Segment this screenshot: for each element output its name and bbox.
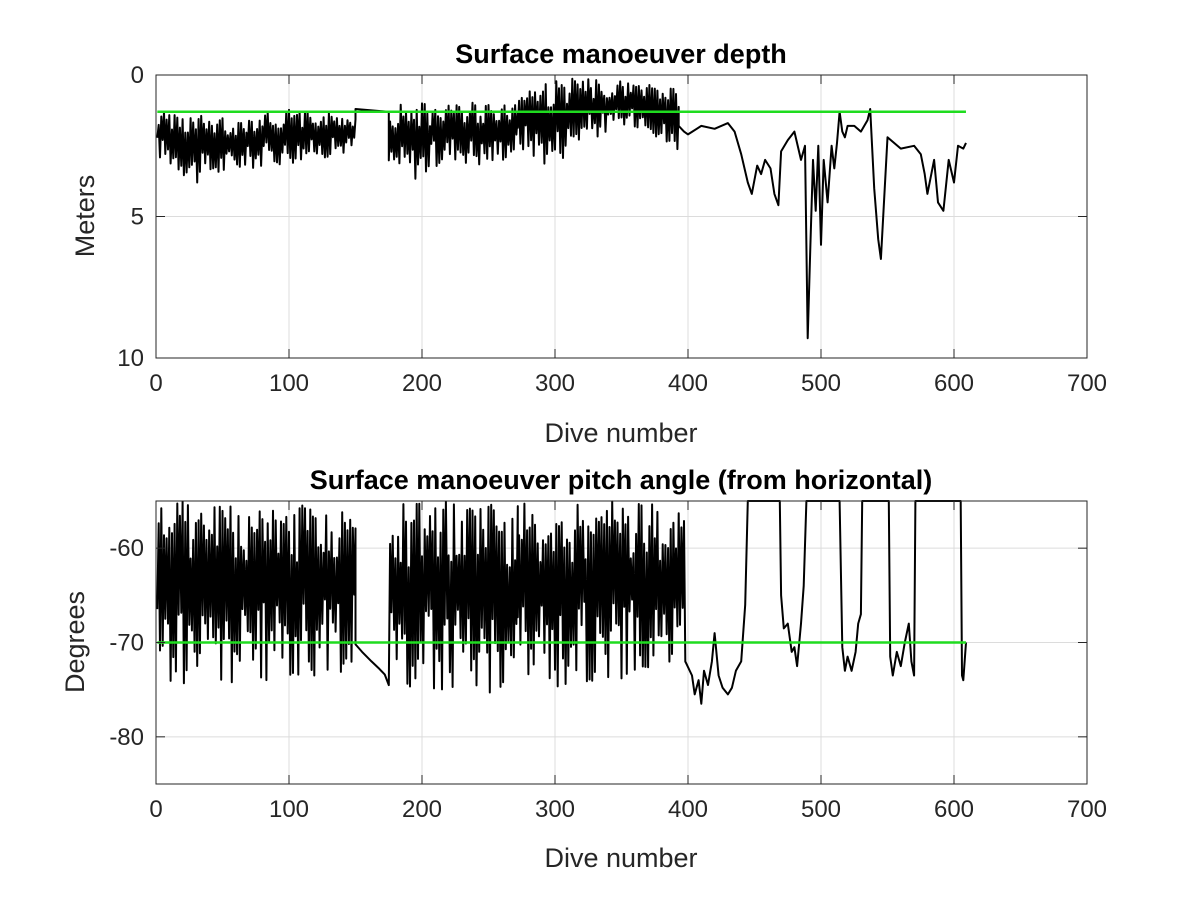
depth-y-axis-label: Meters — [70, 175, 100, 258]
depth-series — [156, 77, 967, 340]
depth-chart-title: Surface manoeuver depth — [455, 39, 787, 69]
pitch-x-tick-label: 500 — [801, 796, 841, 823]
pitch-x-tick-label: 700 — [1067, 796, 1107, 823]
pitch-x-tick-label: 600 — [934, 796, 974, 823]
pitch-x-tick-label: 0 — [149, 796, 162, 823]
depth-chart: Surface manoeuver depth 0 100 200 300 400 500… — [70, 39, 1107, 448]
pitch-chart-title: Surface manoeuver pitch angle (from hori… — [310, 465, 933, 495]
depth-x-tick-label: 600 — [934, 370, 974, 397]
depth-x-axis-label: Dive number — [544, 418, 697, 448]
pitch-y-tick-label: -60 — [109, 535, 144, 562]
depth-x-tick-label: 100 — [269, 370, 309, 397]
depth-x-tick-label: 300 — [535, 370, 575, 397]
depth-x-tick-label: 700 — [1067, 370, 1107, 397]
pitch-y-tick-label: -70 — [109, 630, 144, 657]
pitch-x-tick-label: 200 — [402, 796, 442, 823]
pitch-ticks: 0 100 200 300 400 500 600 700 -60 -70 -80 — [109, 501, 1107, 823]
pitch-chart: Surface manoeuver pitch angle (from hori… — [60, 465, 1107, 873]
depth-ticks: 0 100 200 300 400 500 600 700 0 5 10 — [117, 62, 1107, 397]
depth-x-tick-label: 0 — [149, 370, 162, 397]
pitch-data-line — [156, 500, 967, 705]
pitch-series — [156, 500, 967, 705]
pitch-x-tick-label: 300 — [535, 796, 575, 823]
pitch-x-tick-label: 100 — [269, 796, 309, 823]
pitch-x-tick-label: 400 — [668, 796, 708, 823]
pitch-y-axis-label: Degrees — [60, 591, 90, 693]
depth-y-tick-label: 0 — [131, 62, 144, 89]
depth-x-tick-label: 400 — [668, 370, 708, 397]
depth-y-tick-label: 5 — [131, 204, 144, 231]
depth-x-tick-label: 200 — [402, 370, 442, 397]
depth-y-tick-label: 10 — [117, 345, 144, 372]
pitch-y-tick-label: -80 — [109, 724, 144, 751]
depth-x-tick-label: 500 — [801, 370, 841, 397]
pitch-x-axis-label: Dive number — [544, 843, 697, 873]
